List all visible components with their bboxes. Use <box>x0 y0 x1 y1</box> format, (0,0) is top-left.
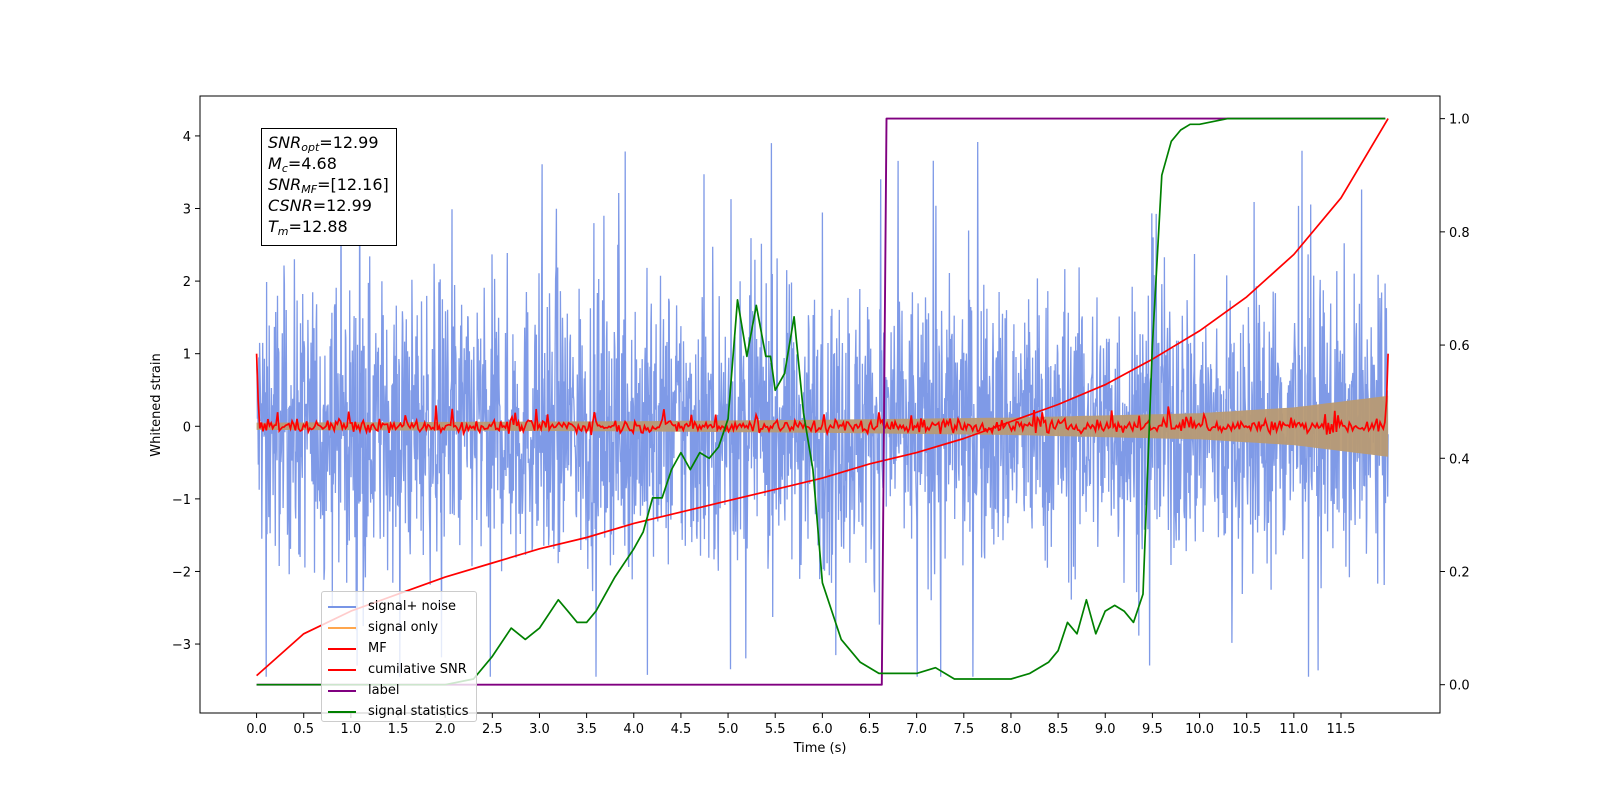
plot-frame <box>199 95 1441 714</box>
y2-tick-label: 0.6 <box>1449 339 1470 354</box>
legend-swatch <box>328 647 356 650</box>
x-tick-label: 10.5 <box>1232 722 1261 737</box>
legend-label: signal+ noise <box>368 599 457 614</box>
x-tick-label: 5.5 <box>765 722 786 737</box>
x-tick-label: 4.5 <box>671 722 692 737</box>
legend-label: cumilative SNR <box>368 662 467 677</box>
y-tick-label: −1 <box>172 493 191 508</box>
x-tick-label: 7.0 <box>906 722 927 737</box>
legend-item-cumulative-snr: cumilative SNR <box>328 659 476 680</box>
x-axis: 0.0 0.5 1.0 1.5 2.0 2.5 3.0 3.5 4.0 4.5 5.0 5.5 6.0 6… <box>246 713 1355 737</box>
x-tick-label: 0.0 <box>246 722 267 737</box>
x-tick-label: 9.5 <box>1142 722 1163 737</box>
y2-tick-label: 0.2 <box>1449 565 1470 580</box>
x-tick-label: 11.5 <box>1327 722 1356 737</box>
snr-mf-value: =[12.16] <box>317 175 389 194</box>
series-label <box>256 117 1386 686</box>
y-tick-label: −2 <box>172 565 191 580</box>
x-tick-label: 8.0 <box>1001 722 1022 737</box>
series-mf <box>255 353 1389 437</box>
legend-label: signal only <box>368 620 439 635</box>
mc-value: =4.68 <box>287 154 337 173</box>
series-cumulative-snr <box>256 118 1389 677</box>
legend-swatch <box>328 668 356 671</box>
x-tick-label: 6.5 <box>859 722 880 737</box>
x-tick-label: 9.0 <box>1095 722 1116 737</box>
legend-label: MF <box>368 641 387 656</box>
csnr-value: =12.99 <box>312 196 372 215</box>
y2-tick-label: 0.4 <box>1449 452 1470 467</box>
x-tick-label: 4.0 <box>623 722 644 737</box>
x-tick-label: 2.5 <box>482 722 503 737</box>
tm-line: Tm=12.88 <box>268 217 348 238</box>
series-signal-noise <box>255 138 1389 677</box>
legend-item-mf: MF <box>328 638 476 659</box>
x-tick-label: 11.0 <box>1279 722 1308 737</box>
plot-area <box>255 117 1389 686</box>
x-tick-label: 8.5 <box>1048 722 1069 737</box>
y2-tick-label: 0.0 <box>1449 679 1470 694</box>
mc-line: Mc=4.68 <box>268 154 337 175</box>
series-signal-statistics <box>256 117 1386 686</box>
legend-item-label: label <box>328 680 476 701</box>
x-tick-label: 5.0 <box>718 722 739 737</box>
legend-label: signal statistics <box>368 704 469 719</box>
x-tick-label: 2.0 <box>435 722 456 737</box>
snr-opt-line: SNRopt=12.99 <box>268 133 379 154</box>
tm-value: =12.88 <box>288 217 348 236</box>
csnr-line: CSNR=12.99 <box>268 196 372 215</box>
legend-swatch <box>328 626 356 629</box>
snr-mf-line: SNRMF=[12.16] <box>268 175 389 196</box>
x-tick-label: 1.5 <box>388 722 409 737</box>
y2-tick-label: 0.8 <box>1449 226 1470 241</box>
x-tick-label: 6.0 <box>812 722 833 737</box>
legend-swatch <box>328 689 356 692</box>
legend-swatch <box>328 710 356 713</box>
y-tick-label: −3 <box>172 638 191 653</box>
legend: signal+ noise signal only MF cumilative … <box>321 591 477 722</box>
y2-tick-label: 1.0 <box>1449 113 1470 128</box>
legend-swatch <box>328 605 356 608</box>
x-tick-label: 3.0 <box>529 722 550 737</box>
x-tick-label: 1.0 <box>341 722 362 737</box>
snr-opt-value: =12.99 <box>319 133 379 152</box>
y-axis-right: 0.0 0.2 0.4 0.6 0.8 1.0 <box>1440 113 1470 694</box>
stats-annotation-box: SNRopt=12.99 Mc=4.68 SNRMF=[12.16] CSNR=… <box>261 128 397 246</box>
y-axis-label: Whitened strain <box>149 353 164 456</box>
legend-label: label <box>368 683 400 698</box>
y-axis-left: −3 −2 −1 0 1 2 3 4 <box>172 130 200 653</box>
x-tick-label: 7.5 <box>953 722 974 737</box>
x-axis-label: Time (s) <box>793 741 847 756</box>
y-tick-label: 4 <box>183 130 191 145</box>
x-tick-label: 10.0 <box>1185 722 1214 737</box>
y-tick-label: 0 <box>183 420 191 435</box>
x-tick-label: 0.5 <box>293 722 314 737</box>
legend-item-signal-noise: signal+ noise <box>328 596 476 617</box>
legend-item-signal-statistics: signal statistics <box>328 701 476 722</box>
y-tick-label: 3 <box>183 203 191 218</box>
legend-item-signal-only: signal only <box>328 617 476 638</box>
y-tick-label: 2 <box>183 275 191 290</box>
x-tick-label: 3.5 <box>576 722 597 737</box>
y-tick-label: 1 <box>183 348 191 363</box>
